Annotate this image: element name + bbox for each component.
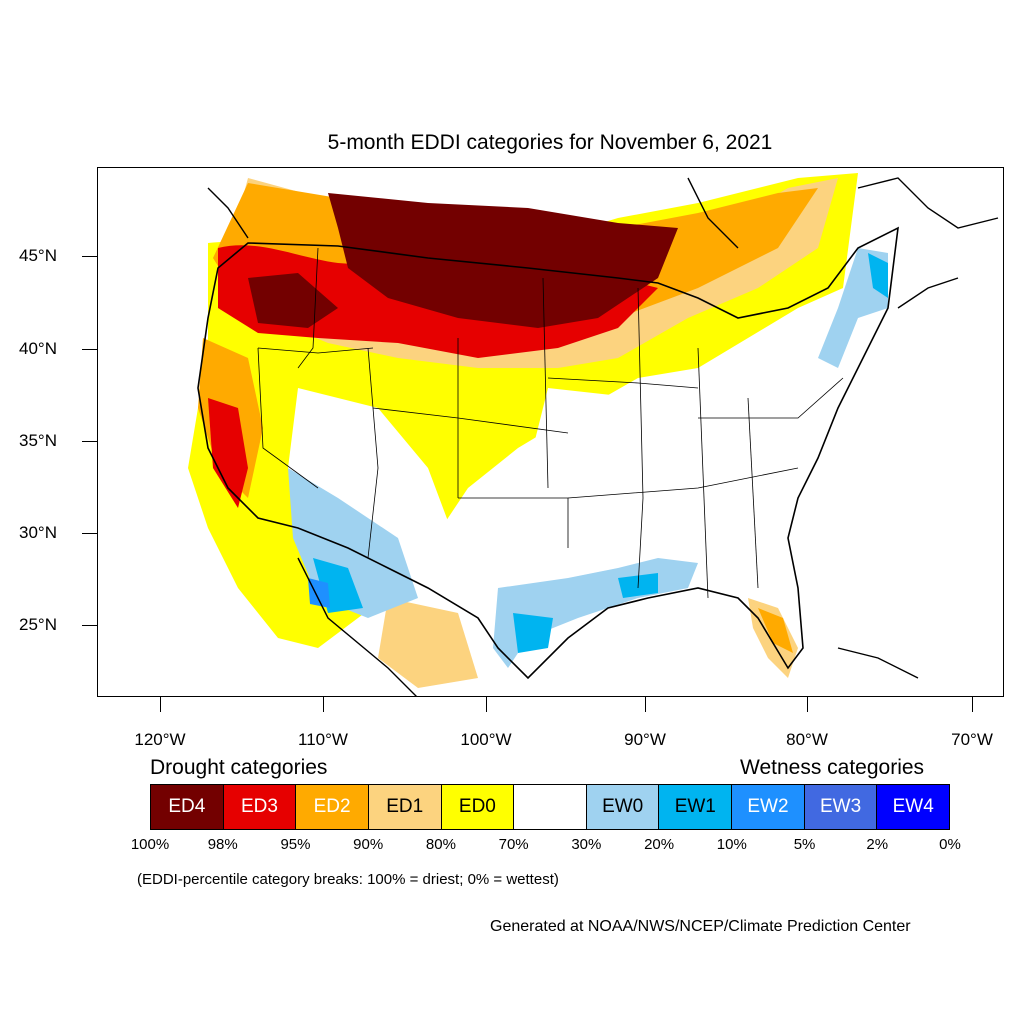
- lon-tick: [486, 697, 487, 712]
- map-area: [97, 167, 1004, 697]
- lon-tick: [645, 697, 646, 712]
- legend-box-normal: [514, 785, 587, 829]
- percent-label: 95%: [280, 836, 311, 853]
- lon-label-100: 100°W: [460, 730, 512, 749]
- lat-tick: [82, 625, 97, 626]
- legend-box-ed0: ED0: [441, 785, 515, 829]
- lon-label-70: 70°W: [951, 730, 993, 749]
- ew1-region-texas: [513, 613, 553, 653]
- percent-label: 98%: [207, 836, 238, 853]
- lon-tick: [323, 697, 324, 712]
- ew0-region-northeast: [818, 248, 888, 368]
- ed1-region-gulf: [378, 598, 478, 688]
- us-outline: [197, 226, 899, 680]
- legend-box-ew4: EW4: [877, 785, 950, 829]
- lon-label-110: 110°W: [298, 730, 348, 749]
- lon-tick: [972, 697, 973, 712]
- percent-label: 2%: [866, 836, 889, 853]
- percent-label: 10%: [716, 836, 747, 853]
- ed3-region-california: [208, 398, 248, 508]
- lat-label-30: 30°N: [19, 523, 57, 542]
- percent-label: 90%: [353, 836, 384, 853]
- mexico-coastlines: [297, 557, 919, 696]
- lat-label-40: 40°N: [19, 339, 57, 358]
- eddi-map: [188, 173, 999, 696]
- legend-color-bar: ED4 ED3 ED2 ED1 ED0 EW0 EW1 EW2 EW3 EW4: [150, 784, 950, 830]
- legend-box-ed3: ED3: [223, 785, 297, 829]
- percent-label: 70%: [498, 836, 529, 853]
- lat-label-45: 45°N: [19, 246, 57, 265]
- lat-label-25: 25°N: [19, 615, 57, 634]
- lat-tick: [82, 441, 97, 442]
- legend-box-ew2: EW2: [732, 785, 805, 829]
- ew2-region-southwest: [308, 578, 330, 608]
- percent-label: 0%: [939, 836, 961, 853]
- percent-label: 20%: [644, 836, 675, 853]
- lat-label-35: 35°N: [19, 431, 57, 450]
- canada-coastlines: [207, 177, 999, 309]
- legend-box-ed2: ED2: [296, 785, 369, 829]
- drought-heading: Drought categories: [150, 756, 328, 779]
- ed2-region-florida: [758, 608, 793, 653]
- legend-box-ew3: EW3: [804, 785, 878, 829]
- credit-line: Generated at NOAA/NWS/NCEP/Climate Predi…: [490, 918, 911, 935]
- lon-label-120: 120°W: [134, 730, 186, 749]
- lon-label-90: 90°W: [624, 730, 666, 749]
- legend-box-ed4: ED4: [151, 785, 224, 829]
- lon-tick: [160, 697, 161, 712]
- state-boundaries: [257, 247, 844, 599]
- ew1-region-maine: [868, 253, 888, 298]
- lat-tick: [82, 349, 97, 350]
- ed4-region-oregon: [248, 273, 338, 328]
- lat-tick: [82, 256, 97, 257]
- legend-box-ew0: EW0: [586, 785, 660, 829]
- percent-label: 5%: [793, 836, 816, 853]
- percent-label: 100%: [130, 836, 170, 853]
- lon-tick: [807, 697, 808, 712]
- percent-label: 80%: [425, 836, 456, 853]
- category-breaks-note: (EDDI-percentile category breaks: 100% =…: [137, 871, 559, 888]
- map-title: 5-month EDDI categories for November 6, …: [327, 131, 773, 154]
- legend-box-ed1: ED1: [368, 785, 442, 829]
- lat-tick: [82, 533, 97, 534]
- lon-label-80: 80°W: [786, 730, 828, 749]
- legend-box-ew1: EW1: [659, 785, 733, 829]
- percent-label: 30%: [571, 836, 602, 853]
- wetness-heading: Wetness categories: [740, 756, 925, 779]
- ed4-region: [328, 193, 678, 328]
